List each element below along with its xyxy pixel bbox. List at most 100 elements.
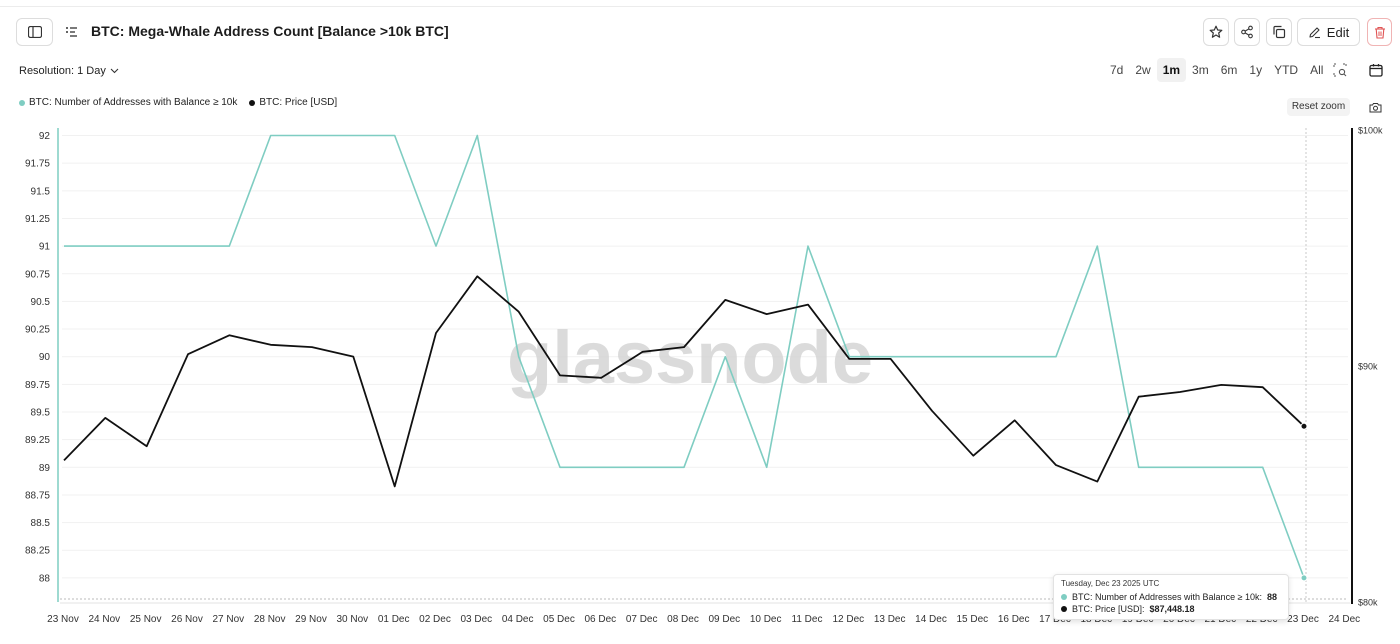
calendar-icon: [1368, 64, 1383, 77]
x-tick-label: 01 Dec: [378, 614, 410, 625]
zoom-select-icon: [1333, 63, 1347, 77]
y-right-tick-label: $80k: [1358, 598, 1378, 608]
tick-labels: 88 88.25 88.5 88.75 89 89.25 89.5 89.75 90 90.25 9…: [25, 126, 1383, 626]
y-left-tick-label: 88.5: [31, 518, 51, 529]
x-tick-label: 11 Dec: [792, 614, 823, 625]
star-icon: [1209, 25, 1223, 38]
range-2w[interactable]: 2w: [1135, 63, 1151, 77]
share-icon: [1241, 25, 1253, 39]
y-left-tick-label: 90.25: [25, 325, 50, 336]
y-right-tick-label: $90k: [1358, 362, 1378, 372]
chart[interactable]: glassnode 88 88.25 88.5 88.75 89 89.25 89.5 89.…: [0, 120, 1400, 634]
favorite-button[interactable]: [1203, 18, 1229, 46]
share-button[interactable]: [1234, 18, 1260, 46]
sidebar-toggle-icon: [27, 26, 42, 38]
legend-item-price[interactable]: BTC: Price [USD]: [249, 97, 337, 108]
x-tick-label: 05 Dec: [543, 614, 575, 625]
range-ytd[interactable]: YTD: [1274, 63, 1299, 77]
series-line-price: [63, 275, 1305, 488]
x-tick-label: 08 Dec: [667, 614, 699, 625]
x-tick-label: 26 Nov: [171, 614, 203, 625]
camera-icon: [1369, 102, 1381, 112]
x-tick-label: 23 Dec: [1287, 614, 1319, 625]
y-left-tick-label: 90.5: [31, 297, 51, 308]
list-icon: [66, 27, 77, 37]
resolution-label: Resolution: 1 Day: [19, 65, 106, 77]
legend-dot-price: [249, 99, 256, 106]
header: BTC: Mega-Whale Address Count [Balance >…: [0, 17, 1400, 49]
y-left-tick-label: 91.5: [31, 186, 51, 197]
x-tick-label: 16 Dec: [998, 614, 1030, 625]
range-6m[interactable]: 6m: [1220, 63, 1238, 77]
point-price-30: [1300, 422, 1308, 430]
tooltip: Tuesday, Dec 23 2025 UTC BTC: Number of …: [1053, 574, 1289, 620]
range-1y[interactable]: 1y: [1249, 63, 1263, 77]
x-tick-label: 07 Dec: [626, 614, 658, 625]
x-tick-label: 25 Nov: [130, 614, 162, 625]
page-title: BTC: Mega-Whale Address Count [Balance >…: [91, 23, 449, 39]
edit-label: Edit: [1326, 24, 1350, 40]
x-tick-label: 24 Nov: [88, 614, 120, 625]
delete-button[interactable]: [1367, 18, 1392, 46]
x-tick-label: 24 Dec: [1328, 614, 1360, 625]
y-right-tick-label: $100k: [1358, 126, 1383, 136]
x-tick-label: 10 Dec: [750, 614, 782, 625]
series: [63, 134, 1308, 582]
y-left-tick-label: 92: [39, 131, 51, 142]
range-selector: 7d 2w 1m 3m 6m 1y YTD All: [1104, 58, 1351, 82]
chevron-down-icon: [110, 68, 119, 74]
legend-item-addresses[interactable]: BTC: Number of Addresses with Balance ≥ …: [19, 97, 237, 108]
zoom-select-button[interactable]: [1329, 58, 1351, 82]
calendar-button[interactable]: [1362, 57, 1389, 83]
pencil-icon: [1309, 26, 1320, 38]
legend-label-price: BTC: Price [USD]: [259, 97, 338, 108]
copy-button[interactable]: [1266, 18, 1292, 46]
tooltip-value-price: $87,448.18: [1149, 604, 1195, 614]
reset-zoom-button[interactable]: Reset zoom: [1287, 98, 1350, 116]
y-left-tick-label: 91.25: [25, 214, 50, 225]
y-left-tick-label: 88.75: [25, 490, 50, 501]
range-1m[interactable]: 1m: [1156, 58, 1187, 82]
x-tick-label: 14 Dec: [915, 614, 947, 625]
tooltip-date: Tuesday, Dec 23 2025 UTC: [1061, 579, 1160, 588]
point-addresses-30: [1300, 574, 1308, 582]
legend-dot-addresses: [19, 99, 25, 106]
x-tick-label: 06 Dec: [584, 614, 616, 625]
y-left-tick-label: 90: [39, 352, 51, 363]
y-left-tick-label: 90.75: [25, 269, 50, 280]
top-divider: [0, 6, 1400, 7]
x-tick-label: 29 Nov: [295, 614, 327, 625]
tooltip-row-price: BTC: Price [USD]: $87,448.18: [1061, 603, 1281, 615]
tooltip-value-addresses: 88: [1267, 592, 1278, 602]
x-tick-label: 02 Dec: [419, 614, 451, 625]
tooltip-label-price: BTC: Price [USD]:: [1072, 604, 1145, 614]
x-tick-label: 13 Dec: [874, 614, 906, 625]
y-left-tick-label: 88.25: [25, 546, 50, 557]
x-tick-label: 04 Dec: [502, 614, 534, 625]
resolution-select[interactable]: Resolution: 1 Day: [19, 65, 119, 77]
range-all[interactable]: All: [1310, 63, 1324, 77]
y-left-tick-label: 91: [39, 242, 51, 253]
y-left-tick-label: 89.25: [25, 435, 50, 446]
watermark: glassnode: [507, 316, 873, 399]
tooltip-dot-addresses: [1061, 594, 1067, 600]
copy-icon: [1273, 25, 1286, 39]
chart-legend: BTC: Number of Addresses with Balance ≥ …: [19, 97, 337, 108]
tooltip-row-addresses: BTC: Number of Addresses with Balance ≥ …: [1061, 591, 1281, 603]
x-tick-label: 03 Dec: [460, 614, 492, 625]
range-3m[interactable]: 3m: [1192, 63, 1209, 77]
x-tick-label: 30 Nov: [336, 614, 368, 625]
x-tick-label: 09 Dec: [708, 614, 740, 625]
sidebar-toggle-button[interactable]: [16, 18, 53, 46]
trash-icon: [1374, 26, 1385, 39]
range-7d[interactable]: 7d: [1110, 63, 1124, 77]
tooltip-label-addresses: BTC: Number of Addresses with Balance ≥ …: [1072, 592, 1263, 602]
screenshot-button[interactable]: [1366, 99, 1384, 115]
legend-label-addresses: BTC: Number of Addresses with Balance ≥ …: [29, 97, 238, 108]
x-tick-label: 27 Nov: [212, 614, 244, 625]
edit-button[interactable]: Edit: [1297, 18, 1360, 46]
y-left-tick-label: 89.75: [25, 380, 50, 391]
x-tick-label: 15 Dec: [956, 614, 988, 625]
x-tick-label: 28 Nov: [254, 614, 286, 625]
tooltip-dot-price: [1061, 606, 1067, 612]
